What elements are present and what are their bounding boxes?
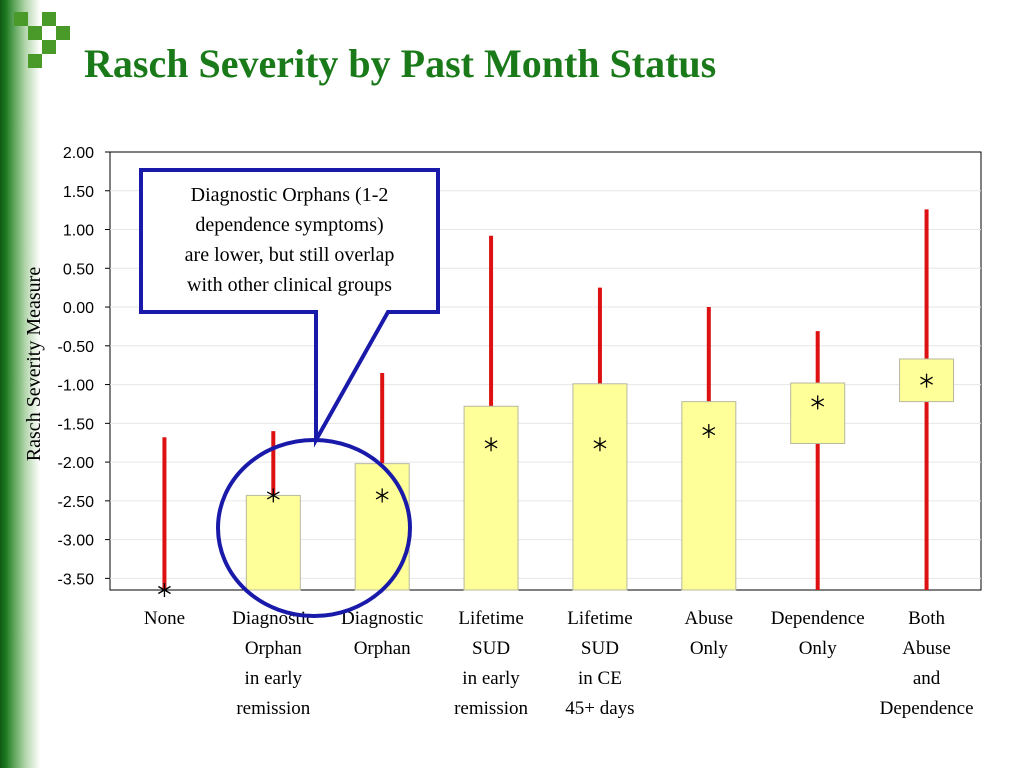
annotation-text-line: Diagnostic Orphans (1-2 (191, 184, 389, 206)
mean-marker-stroke (484, 440, 498, 449)
y-tick-label: 1.00 (63, 223, 94, 240)
x-category-label: Both Abuse and Dependence (880, 608, 974, 719)
x-category-label-line: Lifetime (567, 608, 632, 629)
x-category-label-line: Abuse (902, 638, 951, 659)
y-tick-label: 0.50 (63, 261, 94, 278)
slide-title: Rasch Severity by Past Month Status (84, 41, 717, 86)
y-tick-label: -2.00 (58, 455, 95, 472)
y-tick-label: -2.50 (58, 494, 95, 511)
x-category-label-line: Diagnostic (232, 608, 314, 629)
x-category-label-line: Diagnostic (341, 608, 423, 629)
x-category-label: Dependence Only (771, 608, 865, 659)
x-category-label: Diagnostic Orphan in early remission (232, 608, 314, 719)
iqr-box (463, 405, 519, 591)
mean-marker (266, 488, 280, 503)
annotation-text-line: are lower, but still overlap (185, 244, 395, 266)
category-group: Diagnostic Orphan in early remission (232, 431, 314, 719)
y-tick-label: 2.00 (63, 145, 94, 162)
y-tick-label: -1.50 (58, 416, 95, 433)
annotation-text-line: dependence symptoms) (195, 214, 383, 236)
x-category-label-line: in early (462, 668, 520, 689)
x-category-label: None (144, 608, 185, 629)
y-tick-label: -0.50 (58, 339, 95, 356)
mean-marker-stroke (811, 398, 825, 407)
iqr-box (790, 382, 846, 444)
category-group: Both Abuse and Dependence (880, 209, 974, 719)
x-category-label-line: SUD (581, 638, 619, 659)
x-category-label-line: Orphan (354, 638, 411, 659)
mean-marker-stroke (266, 491, 280, 500)
x-category-label-line: Orphan (245, 638, 302, 659)
iqr-box (354, 463, 410, 591)
x-category-label: Abuse Only (685, 608, 734, 659)
category-group: Dependence Only (771, 331, 865, 659)
mean-marker (811, 395, 825, 410)
checker-logo-icon (14, 8, 84, 68)
iqr-box (572, 383, 628, 591)
x-category-label-line: 45+ days (565, 698, 634, 719)
x-category-label-line: remission (454, 698, 528, 719)
y-tick-label: -3.00 (58, 533, 95, 550)
y-tick-label: 0.00 (63, 300, 94, 317)
x-category-label-line: in CE (578, 668, 622, 689)
x-category-label: Diagnostic Orphan (341, 608, 423, 659)
x-category-label-line: Lifetime (458, 608, 523, 629)
category-group: Lifetime SUD in CE 45+ days (565, 287, 635, 719)
x-category-label-line: Dependence (771, 608, 865, 629)
x-category-label-line: remission (236, 698, 310, 719)
x-category-label: Lifetime SUD in early remission (454, 608, 528, 719)
slide-side-bar (0, 0, 40, 768)
mean-marker (920, 373, 933, 388)
x-category-label-line: Dependence (880, 698, 974, 719)
mean-marker-stroke (702, 427, 716, 436)
y-tick-label: -1.00 (58, 378, 95, 395)
highlight-ellipse (216, 438, 412, 618)
category-group: Lifetime SUD in early remission (454, 235, 529, 719)
y-axis-label: Rasch Severity Measure (23, 267, 45, 462)
mean-marker (484, 437, 498, 452)
y-tick-label: 1.50 (63, 184, 94, 201)
mean-marker-stroke (375, 491, 389, 500)
x-category-label-line: None (144, 608, 185, 629)
x-category-label-line: Both (908, 608, 945, 629)
x-category-label-line: in early (245, 668, 303, 689)
annotation-callout (139, 168, 440, 448)
category-group: Abuse Only (681, 307, 737, 659)
x-category-label-line: Only (690, 638, 729, 659)
x-category-label: Lifetime SUD in CE 45+ days (565, 608, 634, 719)
x-category-label-line: Abuse (685, 608, 734, 629)
mean-marker-stroke (593, 440, 607, 449)
y-tick-label: -3.50 (58, 571, 95, 588)
mean-marker (375, 488, 389, 503)
mean-marker (593, 437, 607, 452)
x-category-label-line: and (913, 668, 941, 689)
x-category-label-line: Only (799, 638, 838, 659)
annotation-text: Diagnostic Orphans (1-2 dependence sympto… (185, 184, 395, 296)
mean-marker-stroke (920, 376, 933, 385)
iqr-box (245, 494, 301, 591)
mean-marker (702, 424, 716, 439)
annotation-text-line: with other clinical groups (187, 274, 392, 296)
x-category-label-line: SUD (472, 638, 510, 659)
